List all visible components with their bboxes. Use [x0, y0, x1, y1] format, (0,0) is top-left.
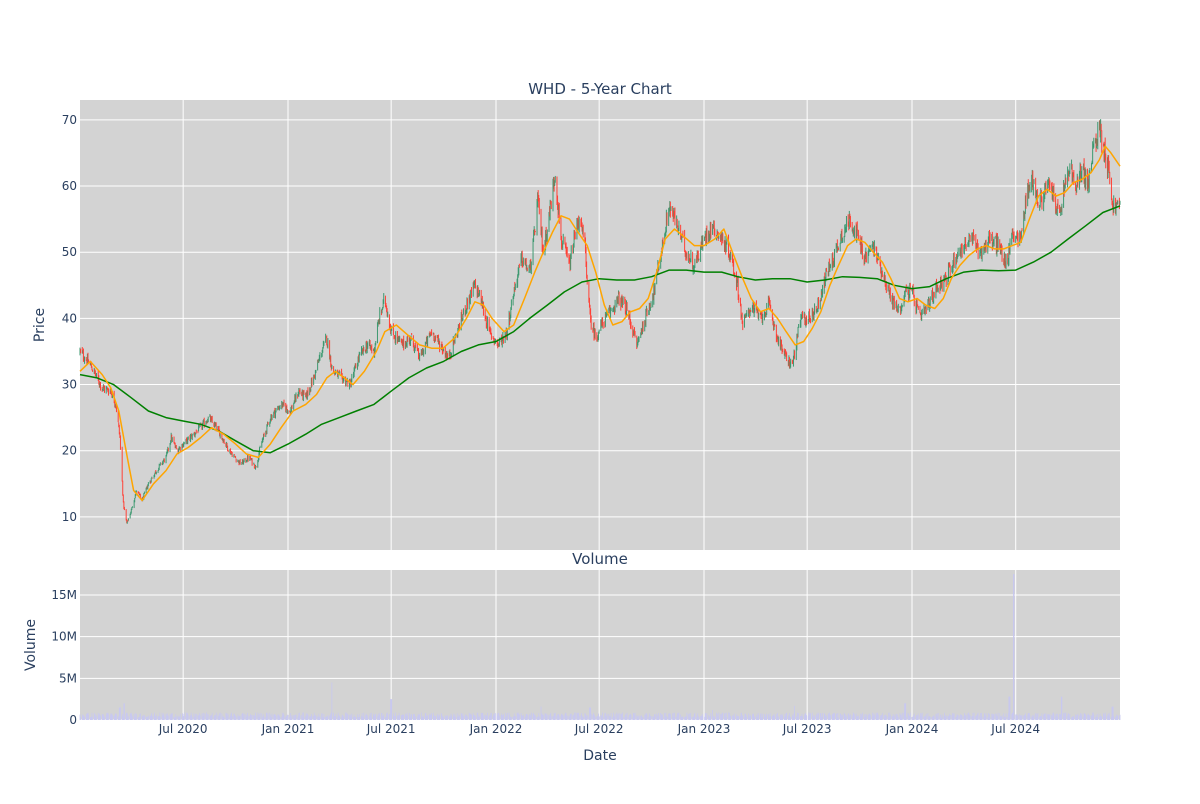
moving-average-long-line	[79, 205, 1121, 454]
x-tick-label: Jul 2023	[782, 722, 832, 736]
x-tick-label: Jul 2024	[990, 722, 1040, 736]
volume-y-tick-label: 5M	[59, 671, 77, 685]
volume-y-tick-label: 0	[69, 713, 77, 727]
x-tick-label: Jan 2022	[469, 722, 523, 736]
price-y-axis-label: Price	[32, 308, 48, 342]
moving-average-lines	[79, 145, 1121, 502]
price-y-tick-label: 50	[62, 245, 77, 259]
price-chart-title: WHD - 5-Year Chart	[528, 80, 672, 98]
x-tick-label: Jul 2020	[158, 722, 208, 736]
x-tick-label: Jan 2021	[261, 722, 315, 736]
volume-y-tick-labels: 0 5M 10M 15M	[51, 588, 77, 727]
volume-grid	[80, 570, 1120, 721]
x-tick-label: Jul 2021	[366, 722, 416, 736]
price-y-tick-label: 60	[62, 179, 77, 193]
x-tick-labels: Jul 2020 Jan 2021 Jul 2021 Jan 2022 Jul 2022…	[158, 722, 1040, 736]
x-tick-label: Jan 2023	[677, 722, 731, 736]
price-y-tick-label: 70	[62, 113, 77, 127]
volume-y-axis-label: Volume	[23, 619, 39, 671]
price-grid	[80, 100, 1120, 550]
moving-average-short-line	[79, 145, 1121, 502]
volume-bars	[79, 574, 1121, 720]
x-tick-label: Jan 2024	[885, 722, 939, 736]
volume-y-tick-label: 15M	[51, 588, 77, 602]
price-y-tick-label: 40	[62, 311, 77, 325]
price-y-tick-label: 30	[62, 378, 77, 392]
price-y-tick-label: 10	[62, 510, 77, 524]
x-axis-label: Date	[583, 748, 616, 764]
price-y-tick-label: 20	[62, 444, 77, 458]
volume-chart-title: Volume	[572, 550, 628, 568]
volume-plot-background	[80, 570, 1120, 720]
price-y-tick-labels: 10 20 30 40 50 60 70	[62, 113, 77, 524]
x-tick-label: Jul 2022	[574, 722, 624, 736]
volume-y-tick-label: 10M	[51, 630, 77, 644]
price-plot-background	[80, 100, 1120, 550]
